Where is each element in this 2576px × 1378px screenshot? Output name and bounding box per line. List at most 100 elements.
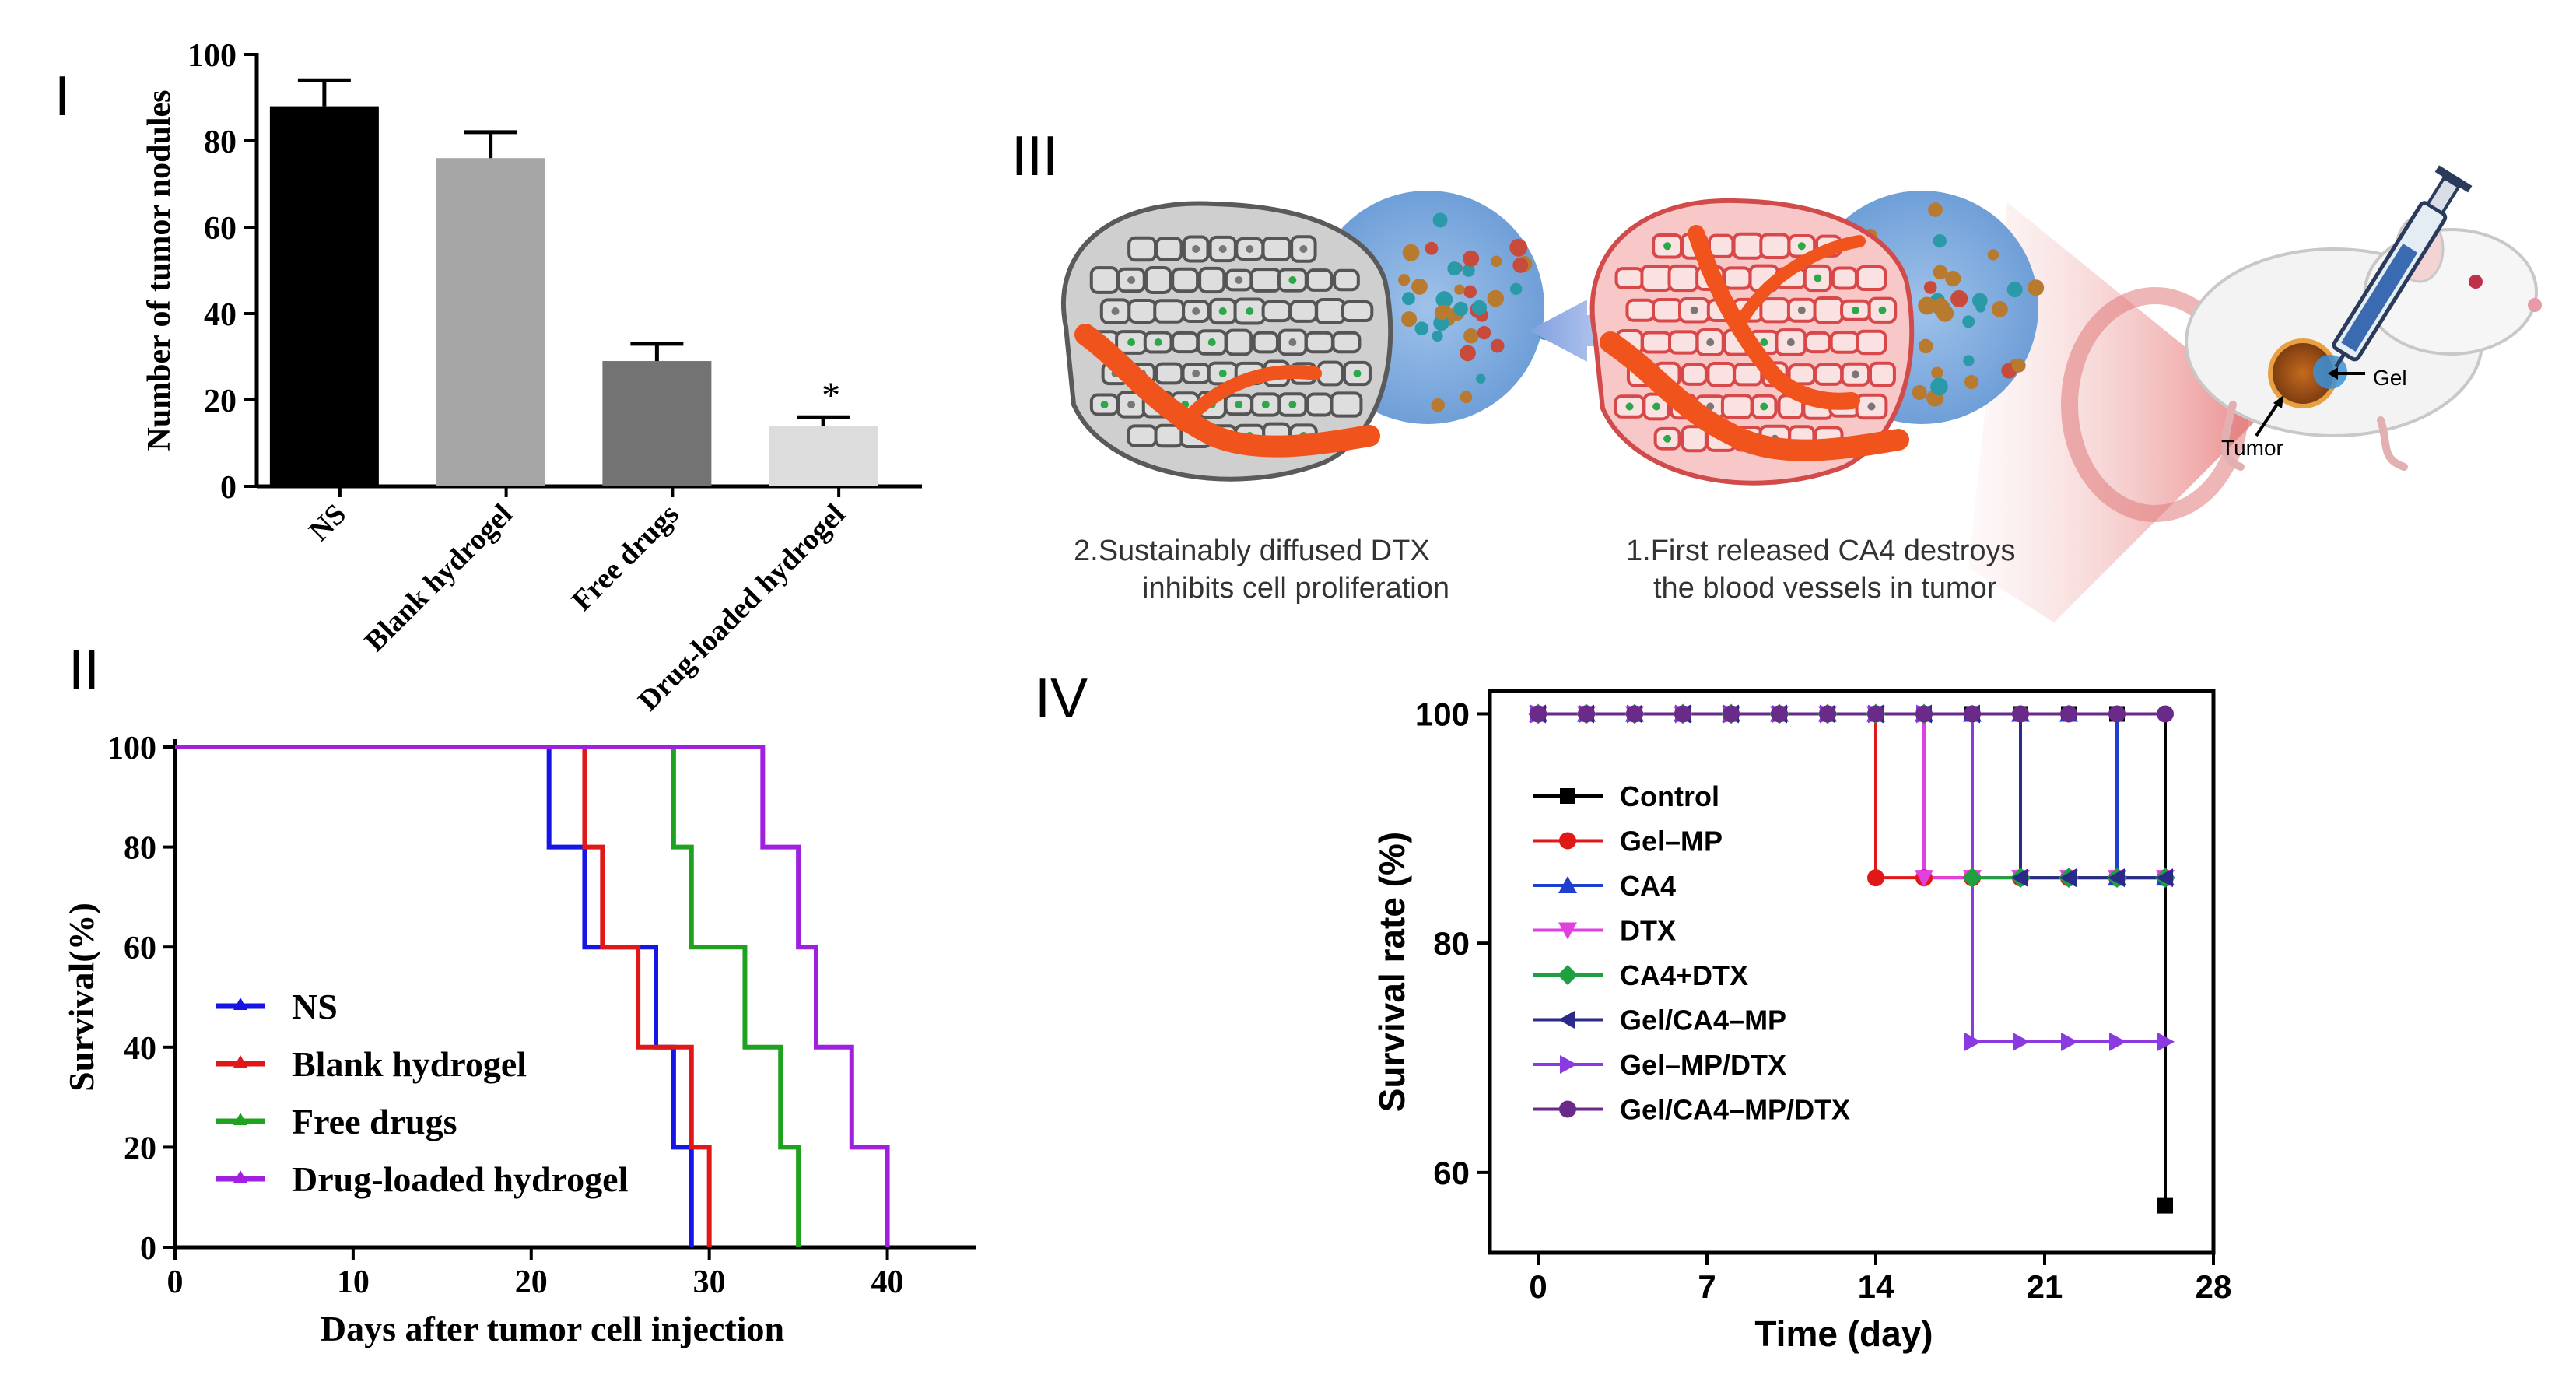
series-line xyxy=(175,745,694,1247)
cell xyxy=(1732,232,1764,260)
caption-left-line2: inhibits cell proliferation xyxy=(1142,572,1449,605)
cell xyxy=(1625,298,1656,322)
x-axis-label: Time (day) xyxy=(1754,1313,1933,1354)
drug-particle xyxy=(1930,377,1948,396)
drug-particle xyxy=(1919,338,1933,354)
tumor-label: Tumor xyxy=(2221,436,2283,460)
cell xyxy=(1651,297,1684,323)
drug-particle xyxy=(1991,300,2008,317)
cell xyxy=(1723,266,1752,290)
y-tick-label: 40 xyxy=(124,1031,156,1067)
series-marker xyxy=(1771,705,1788,723)
series-marker xyxy=(1964,1032,1982,1051)
cell xyxy=(1614,267,1645,289)
y-axis-label: Survival(%) xyxy=(61,903,101,1092)
drug-particle xyxy=(1931,366,1943,379)
drug-particle xyxy=(1460,391,1473,404)
cell xyxy=(1261,300,1292,323)
legend-marker xyxy=(1559,832,1576,850)
survival-chart-days: 0 20 40 60 80 100 0 10 20 30 40 Days after tumor ce… xyxy=(61,731,976,1348)
cell xyxy=(1315,298,1346,324)
drug-particle xyxy=(1453,301,1468,317)
cell xyxy=(1288,300,1318,323)
tumor-tissue-early xyxy=(1589,191,2045,486)
x-tick-label: Free drugs xyxy=(566,498,685,618)
y-tick-label: 80 xyxy=(1433,925,1470,962)
legend-marker xyxy=(1560,788,1575,804)
drug-particle xyxy=(1950,289,1968,307)
cell-nucleus xyxy=(1288,276,1297,284)
cell-nucleus xyxy=(1100,401,1109,408)
cell xyxy=(1144,266,1172,294)
series-marker xyxy=(2156,868,2173,888)
cell xyxy=(1829,331,1860,354)
legend-marker xyxy=(233,1055,247,1068)
x-tick-label: NS xyxy=(303,498,352,548)
cell xyxy=(1681,363,1708,386)
drug-particle xyxy=(1431,398,1445,412)
cell-nucleus xyxy=(1235,276,1243,284)
cell-nucleus xyxy=(1192,245,1200,253)
cell xyxy=(1813,296,1845,324)
series-marker xyxy=(1819,705,1836,723)
series-line xyxy=(175,745,801,1247)
bar xyxy=(769,426,878,486)
cell xyxy=(1667,264,1699,293)
mouse-illustration: Gel Tumor xyxy=(2185,165,2542,471)
drug-particle xyxy=(1964,375,1979,390)
drug-particle xyxy=(1971,293,1988,309)
cell xyxy=(1868,361,1896,387)
drug-particle xyxy=(1414,321,1429,336)
survival-rate-chart: 60 80 100 0 7 14 21 28 Control Gel–MP CA4 DTX CA4+DT… xyxy=(1372,689,2231,1354)
cell xyxy=(1316,360,1344,387)
legend-marker xyxy=(233,998,247,1010)
cell-nucleus xyxy=(1246,245,1254,253)
drug-particle xyxy=(1987,249,1999,261)
drug-particle xyxy=(1476,373,1486,384)
cell-nucleus xyxy=(1218,307,1227,315)
cell xyxy=(1640,264,1673,293)
legend-marker xyxy=(233,1113,247,1125)
x-tick-label: 21 xyxy=(2027,1268,2063,1305)
series-marker xyxy=(2157,705,2174,723)
y-tick-label: 40 xyxy=(204,297,237,333)
caption-right-line1: 1.First released CA4 destroys xyxy=(1626,535,2016,567)
y-tick-label: 60 xyxy=(124,931,156,966)
cell xyxy=(1249,268,1282,293)
cell-nucleus xyxy=(1127,338,1136,346)
drug-particle xyxy=(1435,304,1450,321)
cell xyxy=(1333,268,1360,292)
drug-particle xyxy=(1945,271,1961,287)
cell-nucleus xyxy=(1111,307,1120,315)
cell xyxy=(1668,330,1699,355)
cell-nucleus xyxy=(1663,434,1672,443)
legend-label: Drug-loaded hydrogel xyxy=(292,1159,628,1199)
cell xyxy=(1706,361,1736,387)
tumor-tissue-late xyxy=(1060,191,1553,482)
series-marker xyxy=(1578,705,1595,723)
cell xyxy=(1856,329,1887,356)
drug-particle xyxy=(1401,292,1415,306)
cell-nucleus xyxy=(1690,306,1698,314)
drug-particle xyxy=(1454,284,1465,295)
release-beam xyxy=(1968,202,2256,622)
series-marker xyxy=(1626,705,1643,723)
x-tick-label: 0 xyxy=(167,1264,184,1300)
cell-nucleus xyxy=(1261,401,1270,408)
series-marker xyxy=(2012,705,2029,723)
series-marker xyxy=(2157,1032,2175,1051)
schematic-illustration: Gel Tumor 2.Sustainably diffused DTX inh… xyxy=(1060,165,2542,622)
drug-particle xyxy=(1962,315,1975,328)
cell xyxy=(1306,268,1334,292)
series-marker xyxy=(1915,705,1933,723)
cell-nucleus xyxy=(1652,402,1661,411)
drug-particle xyxy=(1912,384,1927,401)
cell-nucleus xyxy=(1218,245,1227,253)
y-axis-label: Survival rate (%) xyxy=(1372,832,1412,1112)
series-marker xyxy=(1674,705,1691,723)
y-tick-label: 60 xyxy=(1433,1155,1470,1191)
drug-particle xyxy=(1477,325,1491,340)
cell-nucleus xyxy=(1218,370,1227,377)
cell-nucleus xyxy=(1797,242,1806,251)
